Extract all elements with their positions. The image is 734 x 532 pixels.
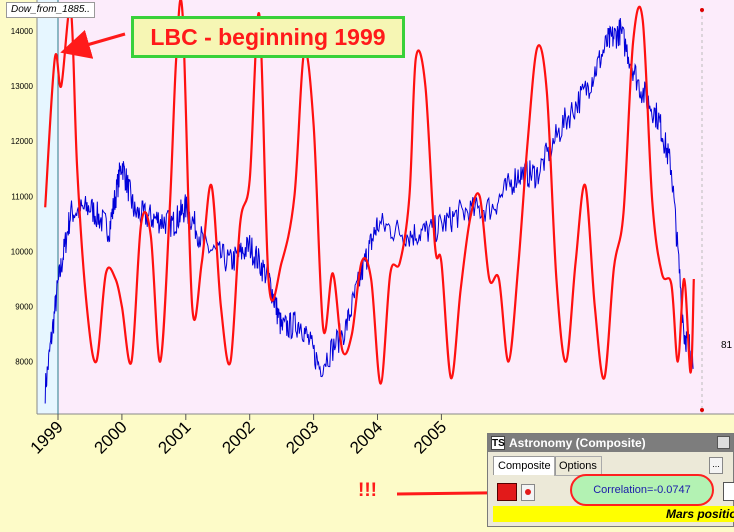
red-series-line [44, 0, 695, 385]
y-tick-label: 14000 [11, 27, 34, 36]
x-axis-labels: 1999 2000 2001 2002 2003 2004 2005 [27, 417, 451, 457]
color-swatch-button[interactable] [497, 483, 517, 501]
marker-dot-icon [525, 489, 531, 495]
annotation-callout: LBC - beginning 1999 [131, 16, 405, 58]
y-tick-label: 13000 [11, 82, 34, 91]
x-tick-label: 2001 [154, 417, 194, 457]
astronomy-panel[interactable]: TS Astronomy (Composite) Composite Optio… [487, 433, 734, 527]
mars-position-label: Mars positio [666, 507, 734, 521]
y-tick-label: 12000 [11, 137, 34, 146]
y-tick-label: 8000 [15, 358, 33, 367]
correlation-readout: Correlation=-0.0747 [570, 474, 714, 506]
panel-titlebar[interactable]: TS Astronomy (Composite) [488, 434, 733, 452]
panel-title: Astronomy (Composite) [509, 436, 646, 450]
mars-position-bar [493, 506, 734, 522]
close-icon[interactable] [717, 436, 730, 449]
x-tick-label: 2000 [91, 417, 131, 457]
annotation-arrow [60, 29, 126, 59]
tab-options[interactable]: Options [554, 456, 602, 476]
highlight-band [37, 0, 58, 414]
blue-series-line [44, 17, 694, 404]
edge-value-label: 81 [721, 340, 733, 351]
y-tick-label: 11000 [11, 192, 33, 201]
y-tick-label: 10000 [11, 247, 34, 256]
end-marker-top [700, 8, 704, 12]
side-checkbox[interactable] [723, 482, 734, 501]
tab-composite[interactable]: Composite [493, 456, 556, 475]
y-tick-label: 9000 [15, 303, 33, 312]
y-axis-labels: 14000 13000 12000 11000 10000 9000 8000 [11, 27, 34, 367]
x-tick-label: 2005 [410, 417, 450, 457]
series-tag[interactable]: Dow_from_1885.. [6, 2, 95, 18]
x-tick-label: 2004 [346, 417, 386, 457]
more-options-button[interactable]: ... [709, 457, 723, 474]
marker-style-button[interactable] [521, 484, 535, 501]
ts-app-icon: TS [491, 436, 505, 450]
end-marker-bottom [700, 408, 704, 412]
x-tick-label: 2002 [218, 417, 258, 457]
x-tick-label: 1999 [27, 417, 67, 457]
x-tick-label: 2003 [282, 417, 322, 457]
exclamation-marker: !!! [358, 480, 377, 501]
x-axis-ticks [57, 414, 442, 420]
